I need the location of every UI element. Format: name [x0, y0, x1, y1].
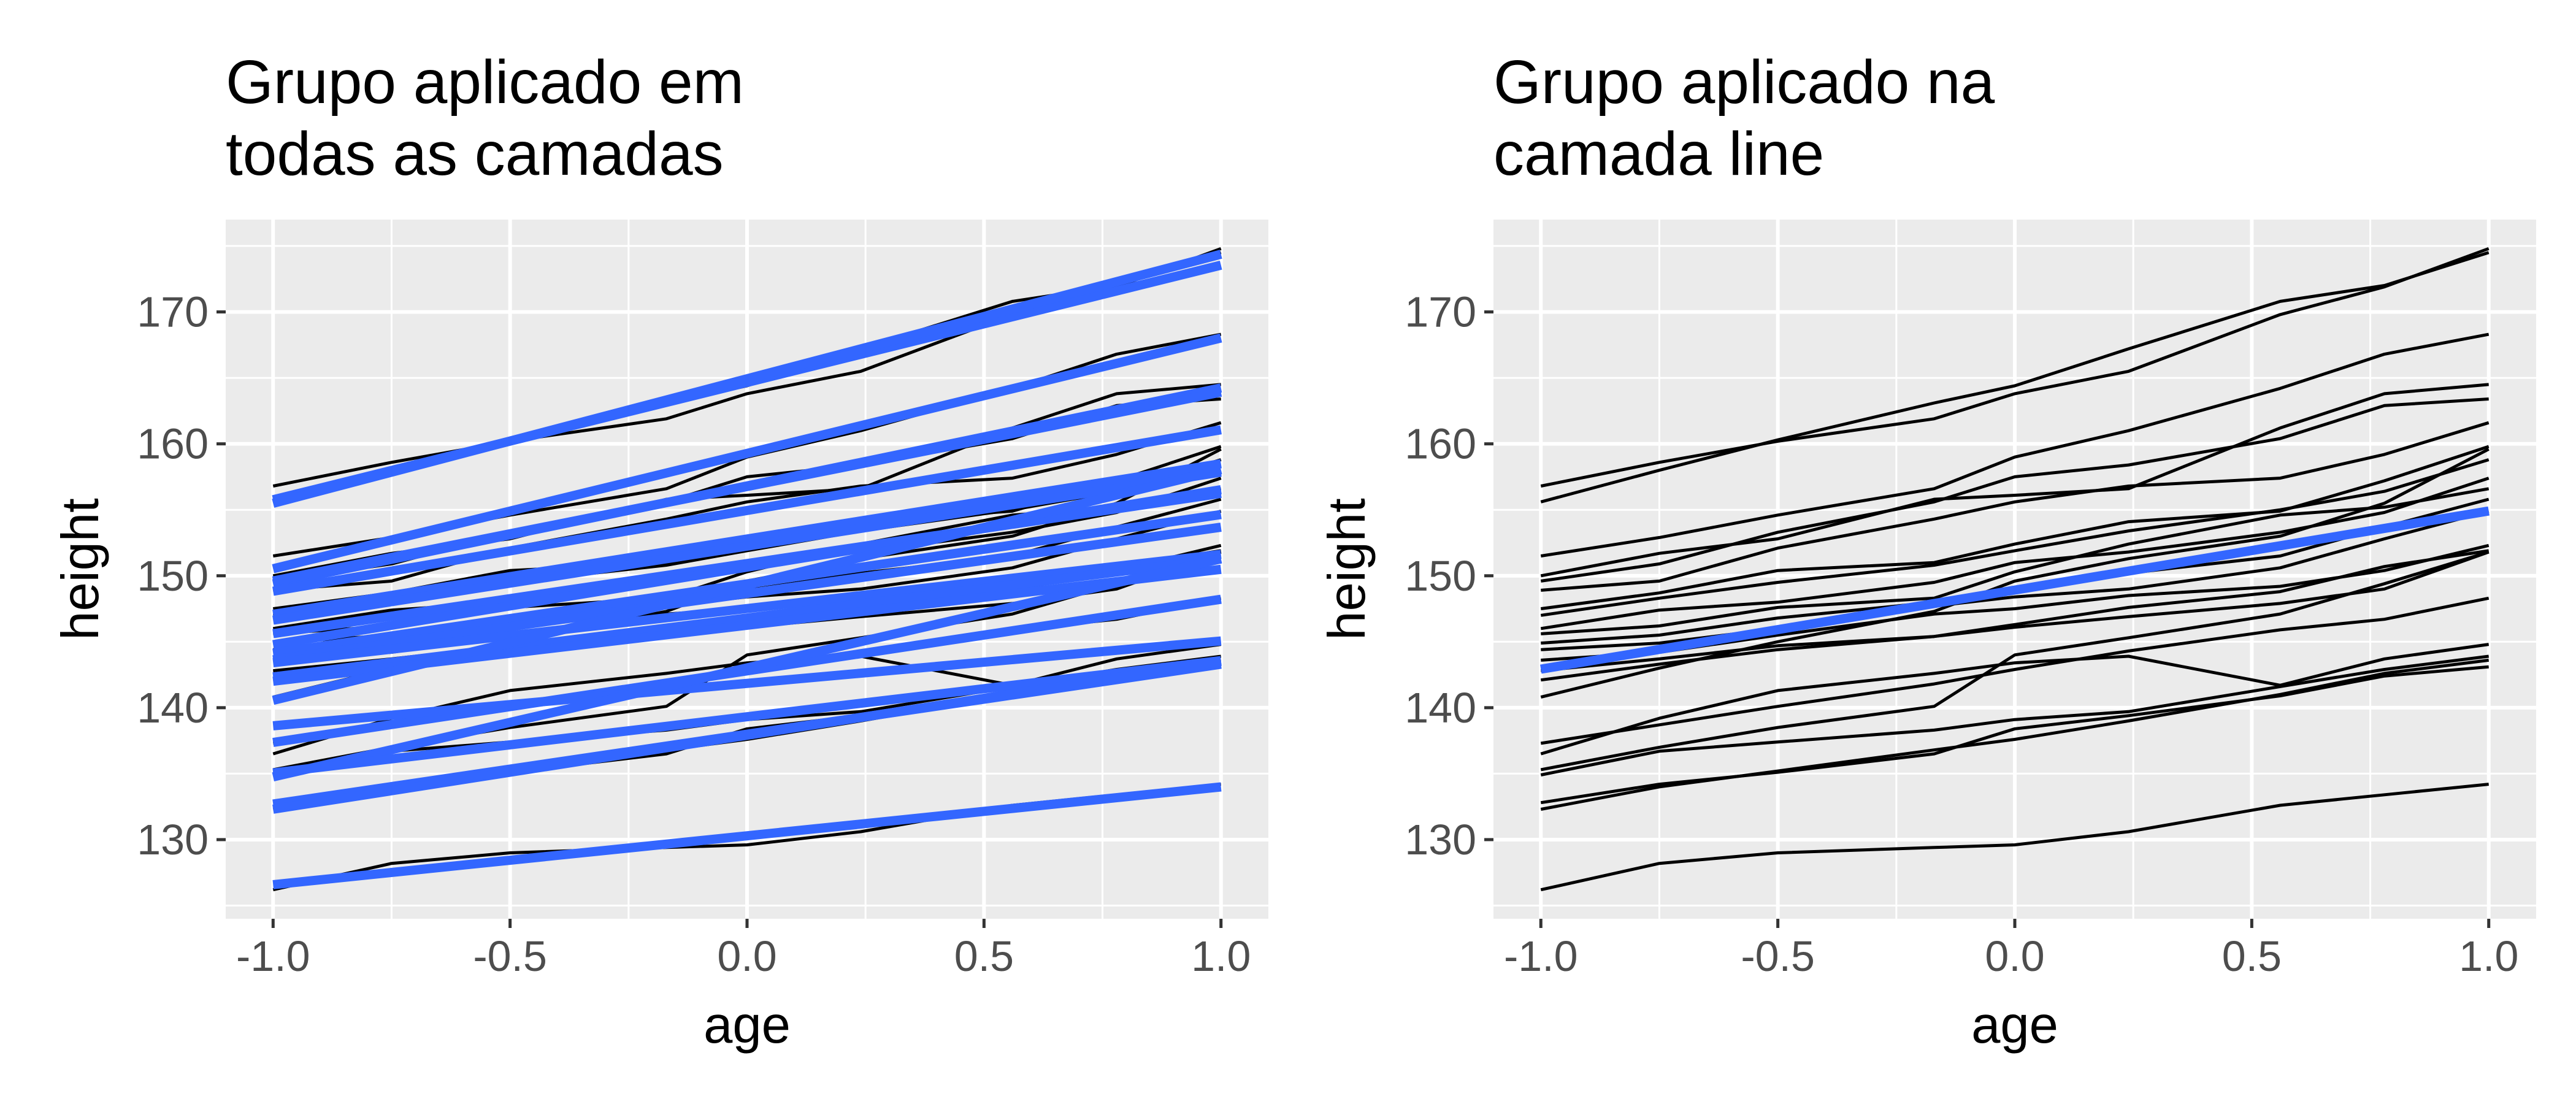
group-line — [1540, 643, 2490, 756]
panel-left: Grupo aplicado em todas as camadas -1.0-… — [52, 48, 1268, 1054]
group-line — [1540, 397, 2489, 583]
panel-left-y-axis-title: height — [52, 498, 110, 640]
y-tick-label: 170 — [1405, 288, 1476, 336]
group-smooth-line — [272, 388, 1222, 586]
group-line — [1540, 458, 2490, 617]
group-line — [1540, 550, 2490, 772]
group-line — [1540, 658, 2490, 811]
group-line — [1540, 247, 2490, 488]
y-tick-label: 160 — [1405, 420, 1476, 468]
x-tick-label: 0.0 — [717, 932, 776, 980]
group-line — [273, 421, 1222, 592]
panel-left-title-line2: todas as camadas — [226, 120, 724, 188]
group-smooth-line — [272, 656, 1222, 814]
panel-right-axis-ticks: -1.0 -0.5 0.0 0.5 1.0 130 140 150 160 170 — [1405, 288, 2518, 980]
group-smooth-line — [272, 554, 1222, 781]
group-smooth-line — [272, 333, 1222, 573]
panel-right-title-line2: camada line — [1493, 120, 1824, 188]
group-line — [1541, 421, 2490, 592]
group-line — [1540, 448, 2490, 699]
x-tick-label: -0.5 — [473, 932, 547, 980]
group-smooth-line — [272, 485, 1222, 650]
group-smooth-line — [272, 656, 1222, 778]
y-tick-label: 160 — [137, 420, 209, 468]
panel-left-axis-ticks: -1.0 -0.5 0.0 0.5 1.0 130 140 150 160 170 — [137, 288, 1251, 980]
overall-smooth-line — [1540, 506, 2490, 674]
group-smooth-line — [272, 550, 1222, 667]
group-line — [1540, 783, 2489, 892]
group-smooth-line — [272, 425, 1222, 596]
group-line — [1540, 477, 2490, 631]
y-tick-label: 140 — [1405, 684, 1476, 732]
panel-left-smooth-lines — [272, 250, 1222, 889]
group-line — [1540, 251, 2490, 504]
group-smooth-line — [272, 636, 1222, 730]
x-tick-label: -1.0 — [1504, 932, 1578, 980]
group-smooth-line — [272, 465, 1222, 705]
group-line — [1540, 654, 2490, 776]
group-line — [1541, 549, 2490, 673]
panel-right-smooth-lines — [1540, 506, 2490, 674]
group-smooth-line — [272, 459, 1222, 619]
panel-right-group-lines — [1540, 247, 2490, 892]
y-tick-label: 170 — [137, 288, 209, 336]
x-tick-label: 0.0 — [1985, 932, 2044, 980]
group-smooth-line — [272, 782, 1222, 889]
x-tick-label: 1.0 — [2459, 932, 2518, 980]
group-line — [1540, 596, 2490, 745]
x-tick-label: 0.5 — [954, 932, 1014, 980]
y-tick-label: 150 — [1405, 552, 1476, 600]
y-tick-label: 150 — [137, 552, 209, 600]
group-smooth-line — [272, 250, 1222, 508]
panel-left-title-line1: Grupo aplicado em — [226, 48, 744, 117]
panel-left-x-axis-title: age — [703, 996, 791, 1054]
panel-right-gridlines — [1493, 220, 2536, 919]
y-tick-label: 140 — [137, 684, 209, 732]
group-line — [1540, 445, 2490, 610]
group-line — [1541, 487, 2490, 635]
group-line — [1540, 383, 2489, 578]
x-tick-label: 1.0 — [1191, 932, 1251, 980]
group-smooth-line — [272, 523, 1222, 665]
panel-right: Grupo aplicado na camada line -1.0 -0.5 0.… — [1318, 48, 2536, 1054]
group-line — [1540, 332, 2490, 558]
y-tick-label: 130 — [1405, 816, 1476, 864]
panel-right-x-axis-title: age — [1971, 996, 2058, 1054]
x-tick-label: -0.5 — [1741, 932, 1815, 980]
group-smooth-line — [272, 467, 1222, 625]
panel-right-y-axis-title: height — [1318, 498, 1376, 640]
y-tick-label: 130 — [137, 816, 209, 864]
x-tick-label: -1.0 — [236, 932, 310, 980]
panel-right-title-line1: Grupo aplicado na — [1493, 48, 1995, 117]
x-tick-label: 0.5 — [2222, 932, 2282, 980]
